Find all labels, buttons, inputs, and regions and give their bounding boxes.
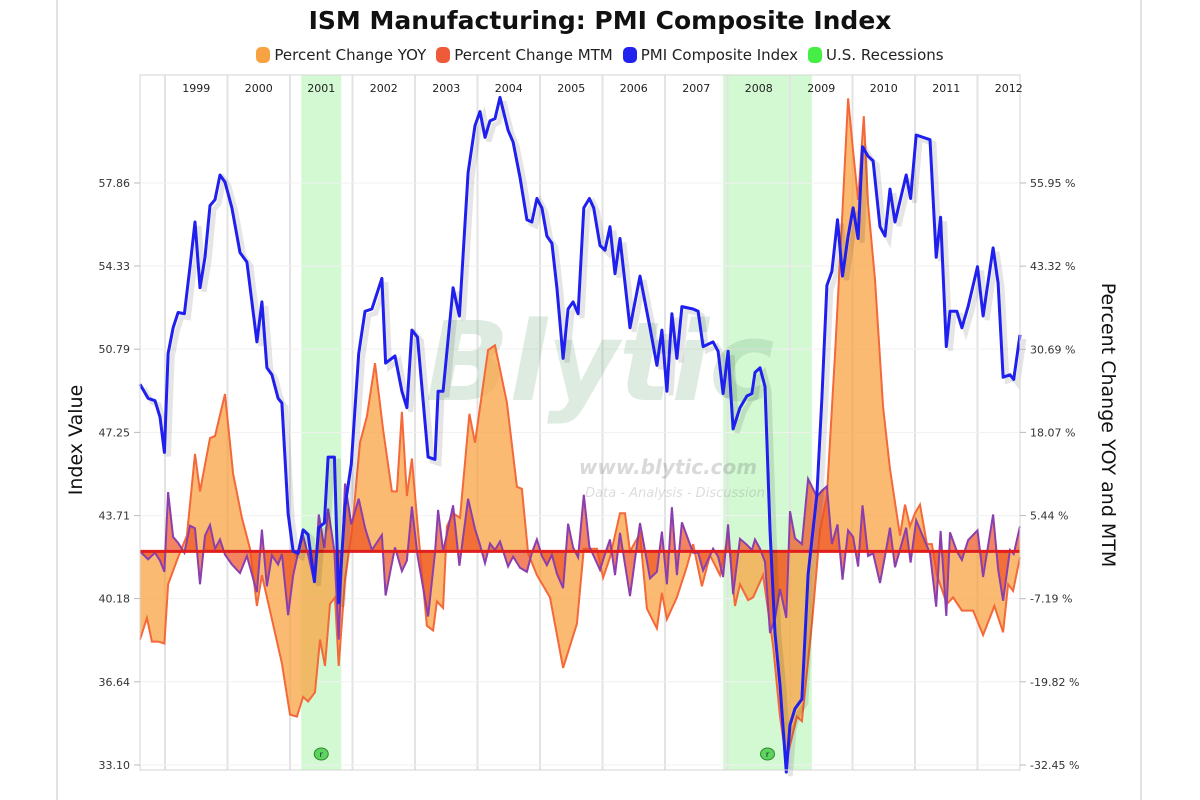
year-label: 2012	[995, 82, 1023, 95]
series-layer	[138, 95, 1027, 777]
year-label: 2003	[432, 82, 460, 95]
recession-marker-icon[interactable]	[313, 747, 329, 761]
legend-swatch-yoy	[256, 47, 271, 63]
pmi-series-line	[138, 95, 1022, 774]
yoy-series-line	[139, 98, 1021, 761]
right-tick-label: 18.07 %	[1030, 426, 1075, 439]
left-axis-title: Index Value	[65, 385, 87, 496]
frame-right-border	[1140, 0, 1142, 800]
left-tick-label: 40.18	[99, 593, 131, 606]
yoy-series-area	[140, 98, 1020, 761]
left-tick-label: 33.10	[99, 759, 131, 772]
plot-border	[139, 74, 1021, 771]
year-label: 2006	[620, 82, 648, 95]
legend-label-yoy: Percent Change YOY	[274, 46, 427, 64]
legend-swatch-pmi	[622, 47, 637, 63]
left-tick-label: 47.25	[99, 426, 131, 439]
frame-left-border	[56, 0, 58, 800]
legend-label-recessions: U.S. Recessions	[826, 46, 944, 64]
right-tick-label: 30.69 %	[1030, 343, 1075, 356]
mtm-series-area	[140, 478, 1020, 640]
year-label: 2002	[370, 82, 398, 95]
year-label: 2010	[870, 82, 898, 95]
legend-item-yoy[interactable]: Percent Change YOY	[256, 46, 426, 64]
watermark-url: www.blytic.com	[579, 455, 757, 479]
legend-label-pmi: PMI Composite Index	[640, 46, 799, 64]
chart-title: ISM Manufacturing: PMI Composite Index	[308, 6, 892, 35]
left-tick-label: 57.86	[99, 177, 131, 190]
right-tick-label: -7.19 %	[1030, 593, 1072, 606]
legend: Percent Change YOY Percent Change MTM PM…	[0, 46, 1200, 64]
recession-marker-label: r	[320, 750, 324, 759]
year-label: 2001	[307, 82, 335, 95]
legend-swatch-mtm	[436, 47, 451, 63]
year-label: 2007	[682, 82, 710, 95]
legend-item-pmi[interactable]: PMI Composite Index	[622, 46, 799, 64]
legend-item-mtm[interactable]: Percent Change MTM	[436, 46, 613, 64]
right-tick-label: -32.45 %	[1030, 759, 1079, 772]
legend-label-mtm: Percent Change MTM	[454, 46, 613, 64]
recession-marker-icon[interactable]	[760, 747, 775, 761]
year-label: 1999	[182, 82, 210, 95]
right-tick-label: 5.44 %	[1030, 510, 1068, 523]
year-label: 2004	[495, 82, 523, 95]
right-tick-label: 43.32 %	[1030, 260, 1075, 273]
year-label: 2000	[245, 82, 273, 95]
left-tick-label: 36.64	[99, 676, 131, 689]
axes: 33.10 36.64 40.18 43.71 47.25 50.79 54.33 57.86…	[99, 74, 1079, 772]
legend-item-recessions[interactable]: U.S. Recessions	[808, 46, 944, 64]
watermark-tagline: Data - Analysis - Discussion	[585, 486, 765, 501]
right-axis-title: Percent Change YOY and MTM	[1097, 283, 1119, 568]
right-tick-label: 55.95 %	[1030, 177, 1075, 190]
right-tick-label: -19.82 %	[1030, 676, 1079, 689]
year-label: 2005	[557, 82, 585, 95]
year-label: 2011	[932, 82, 960, 95]
year-label: 2009	[807, 82, 835, 95]
recession-marker-label: r	[766, 750, 770, 759]
year-label: 2008	[745, 82, 773, 95]
left-tick-label: 54.33	[99, 260, 131, 273]
left-tick-label: 43.71	[99, 510, 131, 523]
legend-swatch-recessions	[808, 47, 823, 63]
left-tick-label: 50.79	[99, 343, 131, 356]
